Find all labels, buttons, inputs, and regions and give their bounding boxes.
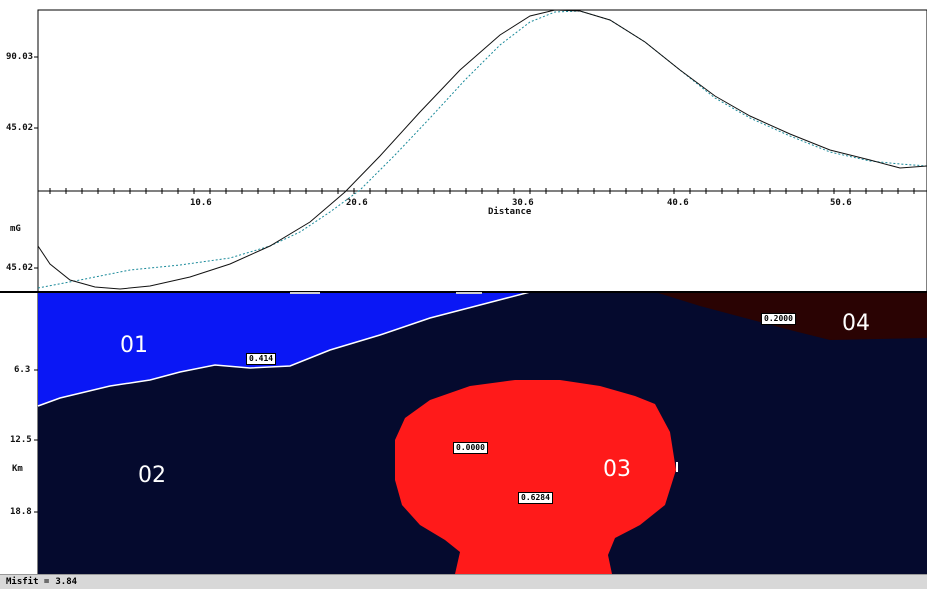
calculated-gravity-curve [37, 10, 927, 289]
region-01-label[interactable]: 01 [120, 333, 148, 358]
region-02-label[interactable]: 02 [138, 463, 166, 488]
y-tick-label-middle: 45.02 [6, 123, 34, 133]
region-04-label[interactable]: 04 [842, 311, 870, 336]
depth-unit-label: Km [12, 464, 23, 474]
profile-panel [37, 9, 927, 293]
x-tick-label: 50.6 [830, 198, 852, 208]
x-tick-label: 40.6 [667, 198, 689, 208]
region-03-density[interactable]: 0.6284 [518, 492, 553, 504]
region-01-boundary [37, 291, 531, 407]
misfit-label: Misfit = [6, 577, 50, 587]
y-tick-label-upper: 90.03 [6, 52, 34, 62]
region-02-density[interactable]: 0.0000 [453, 442, 488, 454]
distance-axis-minor-ticks [49, 188, 915, 194]
x-tick-label: 20.6 [346, 198, 368, 208]
region-04-density[interactable]: 0.2000 [761, 313, 796, 325]
depth-tick-label: 12.5 [10, 435, 32, 445]
status-bar: Misfit = 3.84 [0, 574, 927, 589]
misfit-value: 3.84 [55, 577, 78, 587]
y-unit-label: mG [10, 224, 21, 234]
region-01-density[interactable]: 0.414 [246, 353, 277, 365]
region-03-body[interactable] [395, 380, 676, 574]
x-tick-label: 30.6 [512, 198, 534, 208]
region-03-label[interactable]: 03 [603, 457, 631, 482]
region-01-body[interactable] [38, 292, 530, 406]
y-tick-label-lower: 45.02 [6, 263, 34, 273]
depth-tick-label: 18.8 [10, 507, 32, 517]
depth-tick-label: 6.3 [14, 365, 31, 375]
x-tick-label: 10.6 [190, 198, 212, 208]
observed-gravity-curve [37, 9, 927, 290]
x-axis-title: Distance [488, 207, 532, 217]
